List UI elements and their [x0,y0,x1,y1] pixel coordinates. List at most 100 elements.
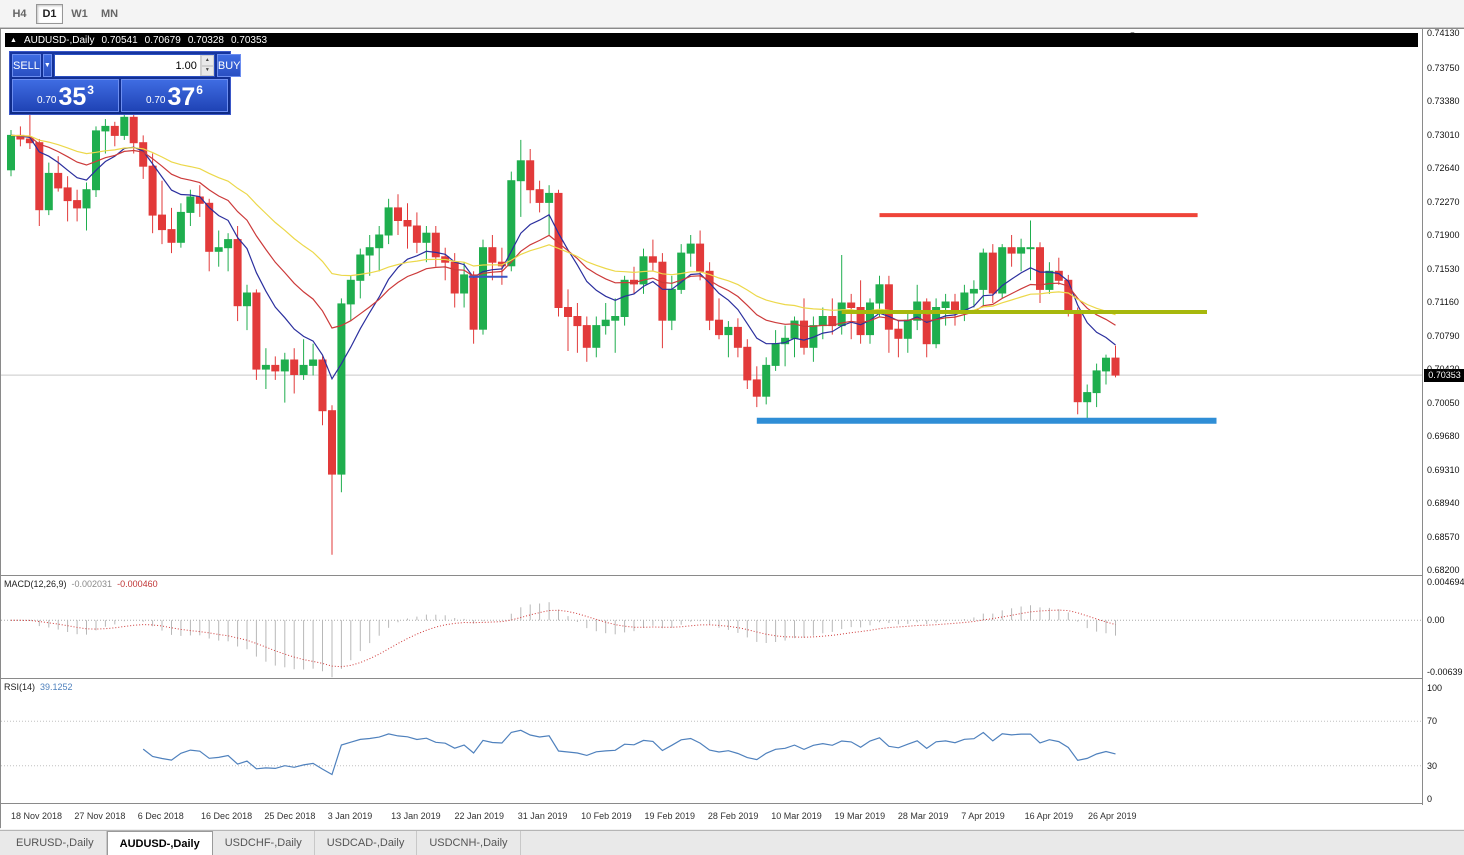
candle-body [252,292,261,370]
candle-body [998,247,1007,294]
rsi-pane[interactable]: RSI(14) 39.1252 [1,680,1422,804]
ma-medium-line [10,134,1116,329]
candle-body [167,229,176,243]
candle-body [120,116,129,136]
timeframe-button-d1[interactable]: D1 [36,3,63,24]
ma-fast-line [10,134,1116,381]
sell-button[interactable]: SELL [12,54,41,77]
candle-body [488,247,497,263]
price-axis-label: 0.73750 [1427,62,1460,73]
ma-slow-line [10,134,1116,316]
candle-body [110,125,119,136]
date-axis-label: 31 Jan 2019 [517,811,568,821]
candle-body [545,192,554,203]
price-axis-label: 0.74130 [1427,28,1460,39]
buy-price-digits: 37 [167,83,196,112]
price-chart-canvas[interactable] [1,29,1422,576]
tab-usdchf-daily[interactable]: USDCHF-,Daily [212,831,315,855]
price-axis-label: 0.68570 [1427,531,1460,542]
candle-body [233,239,242,307]
macd-chart-canvas[interactable] [1,577,1422,679]
candle-body [243,292,251,307]
timeframe-button-w1[interactable]: W1 [66,4,93,24]
candle-body [969,288,978,294]
tab-usdcad-daily[interactable]: USDCAD-,Daily [314,831,418,855]
candle-body [677,252,686,290]
candle-body [460,274,469,294]
date-axis-label: 28 Feb 2019 [707,811,759,821]
candle-body [847,302,856,308]
buy-price-button[interactable]: 0.70 37 6 [121,79,228,112]
date-axis-label: 7 Apr 2019 [961,811,1005,821]
candle-body [450,261,459,294]
volume-decrease-button[interactable]: ▼ [200,65,214,76]
candle-body [733,326,742,348]
candle-body [214,247,223,252]
candle-body [535,189,544,203]
volume-input[interactable] [54,55,200,76]
sell-price-digits: 35 [58,83,87,112]
candle-body [346,279,355,305]
macd-signal-value: -0.000460 [117,579,158,589]
date-axis-label: 26 Apr 2019 [1087,811,1137,821]
tab-audusd-daily[interactable]: AUDUSD-,Daily [106,831,213,855]
rsi-name: RSI(14) [4,682,36,692]
buy-button[interactable]: BUY [216,54,242,77]
candle-body [73,200,82,209]
ohlc-low: 0.70328 [187,34,224,46]
rsi-axis-label: 0 [1427,794,1433,804]
macd-axis-label: 0.004694 [1427,576,1464,587]
one-click-trading-panel: SELL ▼ ▲ ▼ BUY 0.70 35 3 [9,51,242,115]
price-axis-label: 0.70790 [1427,330,1460,341]
price-pane[interactable]: ▲ AUDUSD-,Daily 0.70541 0.70679 0.70328 … [1,29,1422,576]
date-axis-label: 19 Mar 2019 [834,811,886,821]
timeframe-button-mn[interactable]: MN [96,4,123,24]
candle-body [63,187,72,202]
price-axis-label: 0.71900 [1427,230,1460,240]
volume-dropdown-button[interactable]: ▼ [42,54,52,77]
candle-body [771,343,780,366]
price-axis-label: 0.71160 [1427,297,1459,307]
candle-body [1007,247,1016,254]
macd-pane[interactable]: MACD(12,26,9) -0.002031 -0.000460 [1,577,1422,679]
rsi-line [142,729,1116,776]
candle-body [601,319,610,327]
candle-body [7,134,15,171]
candle-body [705,270,714,321]
time-axis[interactable]: 18 Nov 2018 27 Nov 2018 6 Dec 2018 16 Dec 2… [1,805,1464,829]
candle-body [809,325,818,348]
volume-increase-button[interactable]: ▲ [200,55,214,66]
ohlc-open: 0.70541 [101,34,138,46]
rsi-chart-canvas[interactable] [1,680,1422,804]
date-axis-label: 16 Apr 2019 [1024,811,1074,821]
chart-window: ▲ AUDUSD-,Daily 0.70541 0.70679 0.70 3 28 … [0,28,1464,829]
tab-usdcnh-daily[interactable]: USDCNH-,Daily [417,831,521,855]
candle-body [1102,357,1110,372]
price-axis[interactable]: 0.70353 0.74130 0.73750 0.73380 0.73010 0.72… [1422,28,1464,805]
candle-body [403,220,412,227]
candle-body [82,189,91,209]
candle-body [186,196,195,213]
candle-body [176,211,185,243]
candle-body [856,307,865,336]
candle-body [686,243,695,254]
rsi-axis-label: 70 [1427,716,1438,727]
bullish-arrow-icon: ▲ [10,36,17,44]
candle-body [620,279,629,318]
candle-body [724,326,733,336]
sell-price-button[interactable]: 0.70 35 3 [12,79,119,112]
tab-eurusd-daily[interactable]: EURUSD-,Daily [4,831,107,855]
macd-indicator-label: MACD(12,26,9) -0.002031 -0.000460 [4,579,158,589]
macd-name: MACD(12,26,9) [4,579,67,589]
candle-body [762,364,771,397]
date-axis-label: 22 Jan 2019 [454,811,504,821]
candle-body [44,172,53,211]
date-axis-label: 25 Dec 2018 [264,811,316,821]
candle-body [582,325,591,348]
timeframe-button-h4[interactable]: H4 [6,4,33,24]
date-axis-label: 18 Nov 2018 [11,811,63,821]
buy-price-prefix: 0.70 [146,95,166,106]
chart-title-bar: ▲ AUDUSD-,Daily 0.70541 0.70679 0.70328 … [5,33,1418,47]
candle-body [507,180,516,267]
price-axis-label: 0.73380 [1427,96,1460,106]
